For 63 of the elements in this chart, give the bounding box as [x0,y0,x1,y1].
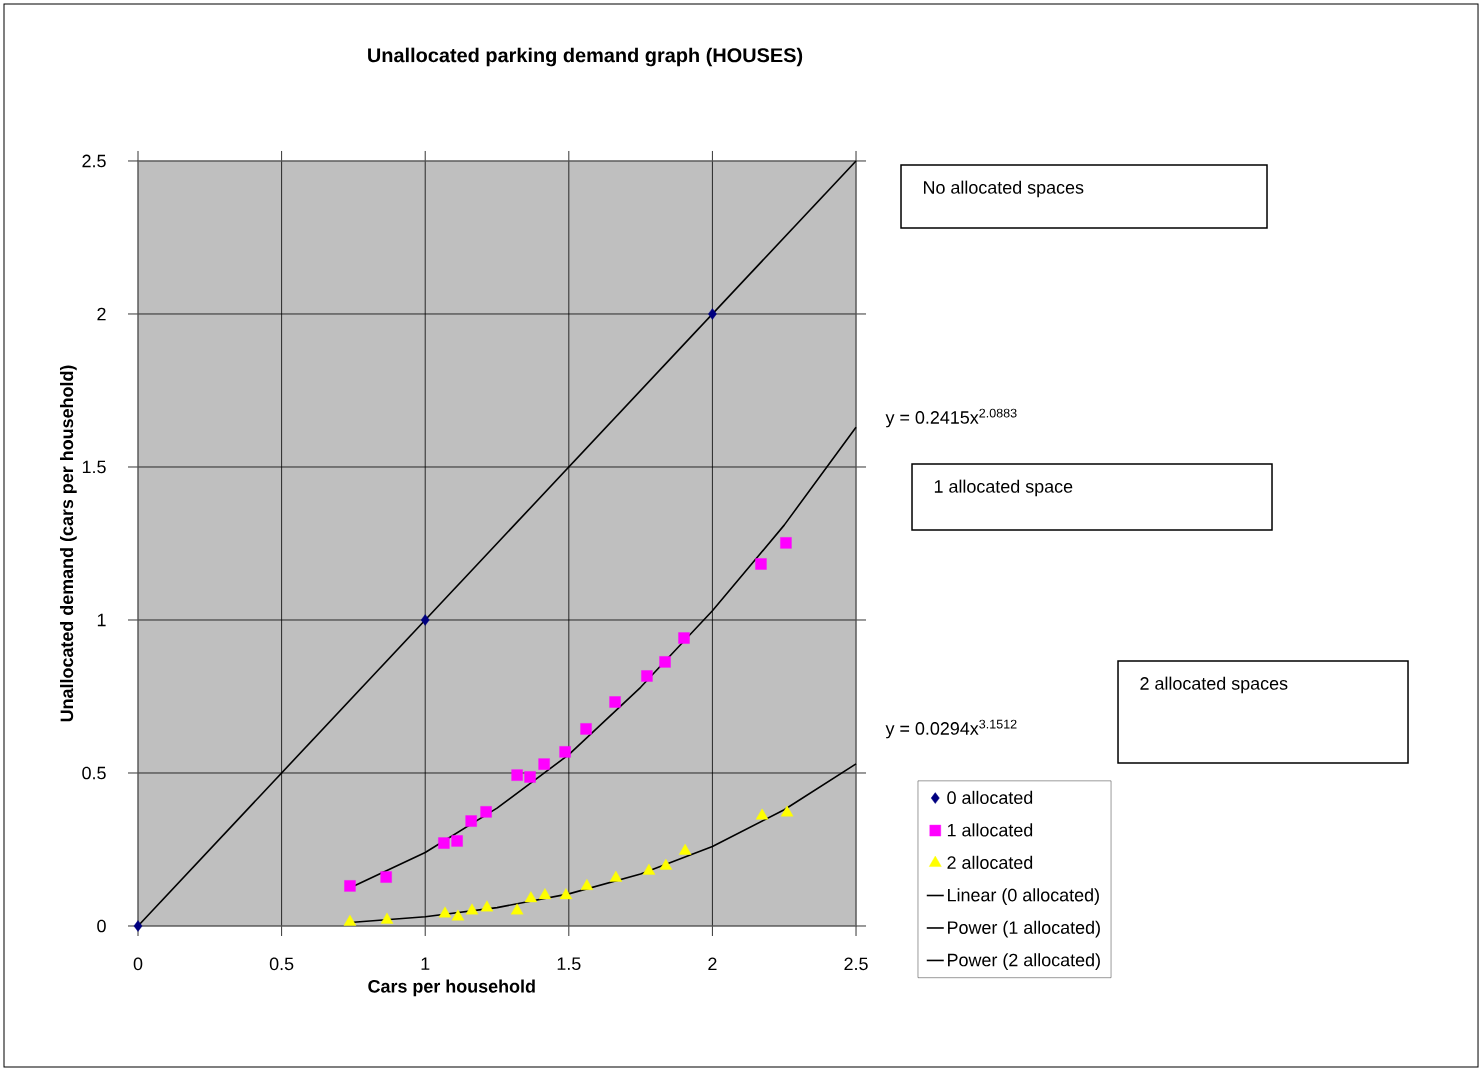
x-tick-label: 0 [133,957,143,971]
point [780,805,794,817]
text: No allocated spaces [924,180,1084,198]
point [642,863,656,875]
point [559,888,573,900]
point [380,912,394,924]
legend-label: 2 allocated [947,855,1033,869]
point [659,656,671,668]
point [524,771,536,783]
x-tick-label: 2 [708,957,717,971]
point [755,808,769,820]
text: 2 allocated spaces [1140,676,1288,694]
point [659,858,673,870]
point [420,614,430,626]
point [438,837,450,849]
y-tick-label: 2 [97,307,106,321]
text: 1 allocated space [934,479,1073,497]
point [609,870,623,882]
y-tick-label: 2.5 [82,154,106,168]
point [755,558,767,570]
point [538,888,552,900]
point [380,871,392,883]
legend-label: 1 allocated [947,823,1033,837]
point [559,746,571,758]
legend-label: Power (1 allocated) [948,920,1100,938]
point [480,900,494,912]
text: y = 0.0294x$^{3.1512}$ [885,719,1017,739]
point [438,906,452,918]
x-axis-title: Cars per household [368,979,535,997]
point [641,670,653,682]
point [133,920,143,932]
y-tick-label: 1 [97,613,106,627]
x-tick-label: 0.5 [269,957,294,971]
point [580,723,592,735]
legend-label: Power (2 allocated) [948,953,1100,970]
point [708,308,717,320]
point [580,879,594,890]
point [510,903,524,915]
point [511,769,523,781]
legend-label: 0 allocated [947,790,1033,804]
text: y = 0.2415x$^{2.0883}$ [885,408,1017,428]
point [524,891,538,903]
chart-title: Unallocated parking demand graph (HOUSES) [368,47,803,67]
x-tick-label: 1 [421,957,430,970]
point [678,843,692,855]
point [538,758,550,770]
point [343,914,357,926]
y-tick-label: 1.5 [82,460,106,474]
point [344,880,356,892]
x-tick-label: 1.5 [557,957,581,971]
y-axis-title: Unallocated demand (cars per household) [59,365,77,722]
y-tick-label: 0.5 [82,766,106,780]
point [780,537,792,549]
x-tick-label: 2.5 [844,957,868,971]
y-tick-label: 0 [97,919,106,933]
point [609,696,621,708]
point [480,806,492,818]
legend-label: Linear (0 allocated) [948,888,1099,905]
point [465,903,479,915]
point [678,632,690,644]
point [451,835,463,847]
point [451,909,465,921]
point [465,815,477,827]
